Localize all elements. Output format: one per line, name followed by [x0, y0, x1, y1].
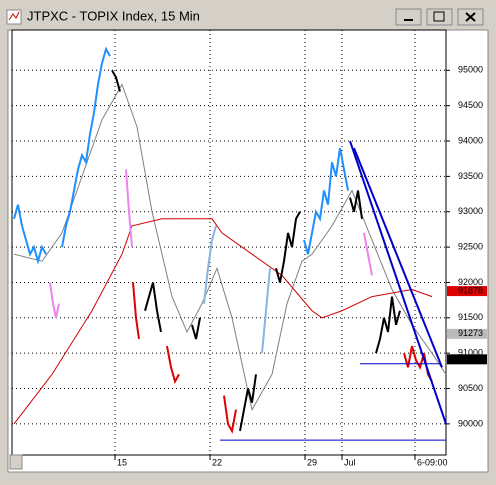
y-tick-label: 94500 [458, 100, 483, 110]
series-line [349, 190, 363, 219]
y-tick-label: 90000 [458, 418, 483, 428]
scroll-button[interactable] [9, 454, 23, 470]
plot-area [11, 29, 447, 456]
x-tick-label: 15 [117, 457, 127, 467]
series-line [275, 211, 301, 283]
window-icon-glyph [8, 11, 20, 21]
series-line [223, 395, 237, 434]
y-tick-label: 92000 [458, 277, 483, 287]
series-line [363, 232, 373, 276]
series-line [13, 218, 433, 425]
y-tick-label: 93000 [458, 206, 483, 216]
window-icon [6, 9, 22, 25]
series-line [132, 282, 140, 340]
y-tick-label: 91500 [458, 312, 483, 322]
series-line [166, 345, 180, 385]
price-marker [447, 354, 487, 365]
y-tick-label: 91000 [458, 348, 483, 358]
series-line [49, 282, 60, 319]
series-line [191, 317, 201, 340]
x-tick-label: 6-09:00 [417, 457, 448, 467]
series-line [203, 225, 217, 304]
price-marker [447, 286, 487, 297]
series-line [13, 204, 47, 265]
price-marker [447, 328, 487, 339]
series-line [239, 374, 257, 432]
price-marker-label: 91273 [458, 328, 483, 338]
x-tick-label: 29 [307, 457, 317, 467]
price-marker-label: 91878 [458, 285, 483, 295]
maximize-glyph [433, 11, 445, 22]
y-tick-label: 92500 [458, 241, 483, 251]
series-line [375, 296, 401, 354]
x-tick-label: Jul [344, 457, 356, 467]
x-tick-label: 22 [212, 457, 222, 467]
chart-title: JTPXC - TOPIX Index, 15 Min [27, 8, 200, 23]
close-glyph [465, 12, 476, 22]
series-line [349, 140, 447, 425]
series-line [61, 46, 111, 248]
series-line [111, 69, 121, 92]
plot: 90000 90500 91000 91500 92000 92500 93000 93500… [12, 30, 487, 467]
series-line [303, 147, 349, 255]
maximize-button[interactable] [426, 8, 453, 26]
y-tick-label: 93500 [458, 171, 483, 181]
series-line [261, 268, 271, 354]
y-tick-label: 94000 [458, 135, 483, 145]
series-line [353, 147, 443, 368]
price-marker-label: 90913 [458, 354, 483, 364]
series-line [125, 169, 133, 248]
minimize-button[interactable] [395, 8, 422, 26]
y-tick-label: 90500 [458, 383, 483, 393]
minimize-glyph [404, 19, 413, 21]
y-tick-label: 95000 [458, 65, 483, 75]
series-line [144, 282, 162, 333]
series-line [13, 83, 447, 412]
